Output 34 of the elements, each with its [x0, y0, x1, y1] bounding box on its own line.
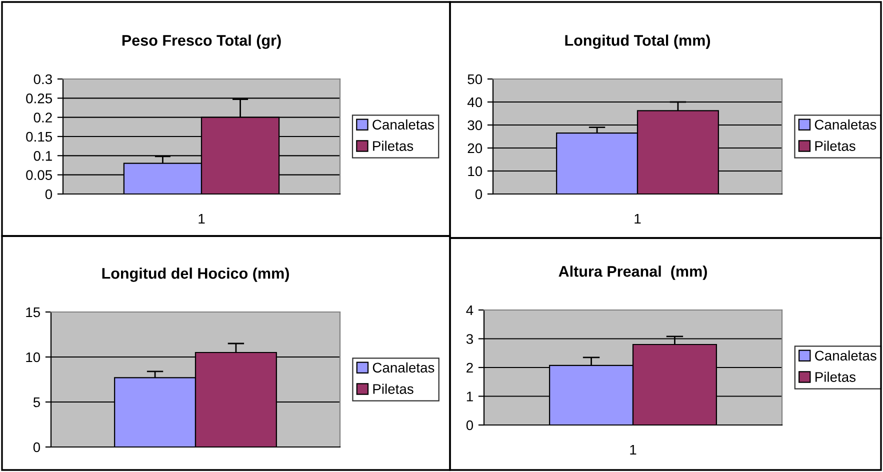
y-tick-label: 0 [466, 420, 474, 430]
chart-title: Longitud del Hocico (mm) [102, 268, 289, 282]
legend-label: Canaletas [372, 119, 434, 130]
y-tick-label: 10 [26, 352, 40, 362]
y-tick-label: 0.1 [34, 151, 52, 161]
legend-label: Piletas [373, 140, 414, 151]
chart-title: Altura Preanal (mm) [558, 266, 707, 280]
y-tick-label: 2 [466, 362, 473, 373]
chart-title: Peso Fresco Total (gr) [122, 34, 281, 49]
y-tick-label: 0.2 [34, 112, 52, 123]
y-tick-label: 15 [26, 307, 40, 318]
y-tick-label: 0 [33, 442, 40, 452]
y-tick-label: 0.05 [26, 170, 52, 180]
y-tick-label: 4 [466, 305, 474, 316]
legend-label: Piletas [373, 384, 414, 394]
y-tick-label: 0.25 [26, 94, 52, 104]
y-tick-label: 50 [468, 74, 482, 84]
chart-title: Longitud Total (mm) [565, 34, 710, 49]
y-tick-label: 5 [33, 397, 40, 408]
y-tick-label: 40 [467, 97, 482, 108]
legend-label: Canaletas [814, 119, 876, 130]
y-tick-label: 0.3 [34, 74, 52, 84]
y-tick-label: 1 [466, 392, 473, 402]
y-tick-label: 30 [468, 120, 482, 130]
y-tick-label: 10 [468, 166, 482, 176]
y-tick-label: 3 [466, 334, 473, 344]
legend-label: Piletas [815, 372, 856, 382]
legend-label: Canaletas [372, 362, 434, 373]
y-tick-label: 0 [45, 189, 52, 200]
y-tick-label: 20 [468, 143, 482, 154]
legend-label: Canaletas [815, 350, 876, 361]
legend-label: Piletas [815, 140, 856, 151]
y-tick-label: 0 [475, 189, 482, 200]
y-tick-label: 0.15 [26, 132, 52, 142]
